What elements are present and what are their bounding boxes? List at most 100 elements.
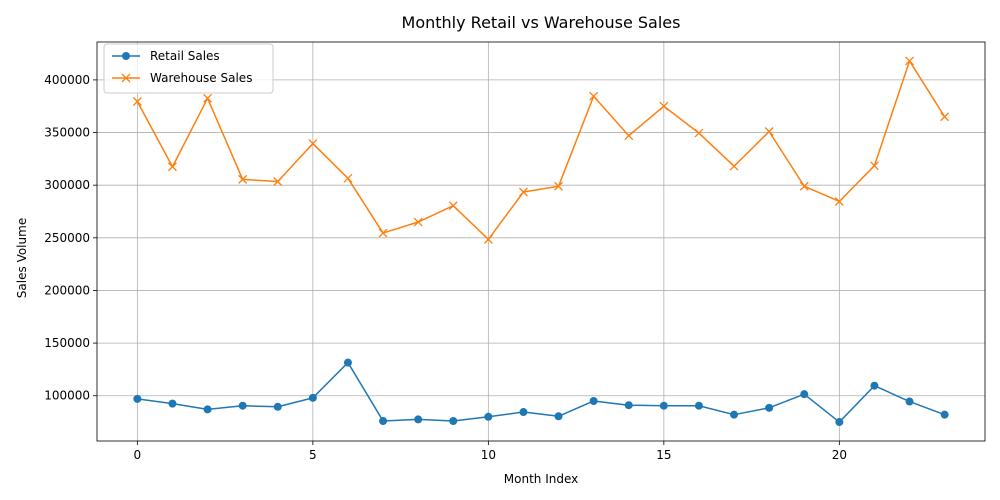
series-1 <box>132 56 950 244</box>
legend-label: Warehouse Sales <box>150 71 252 85</box>
data-point-stroke <box>659 101 669 111</box>
data-point-stroke <box>343 173 353 183</box>
data-point <box>659 401 668 410</box>
y-tick-label: 200000 <box>44 283 90 297</box>
data-point-stroke <box>589 91 599 101</box>
axes: 0 5 10 15 20 100000 150000 200000 250000 300000 35… <box>44 41 986 462</box>
data-point-stroke <box>203 93 213 103</box>
data-point <box>343 173 353 183</box>
data-point <box>133 394 142 403</box>
y-tick-label: 350000 <box>44 126 90 140</box>
data-point <box>694 401 703 410</box>
data-point <box>484 412 493 421</box>
chart-title: Monthly Retail vs Warehouse Sales <box>402 13 681 32</box>
data-point-stroke <box>624 131 634 141</box>
data-point <box>729 161 739 171</box>
data-point <box>905 56 914 66</box>
data-point <box>203 405 212 414</box>
data-point <box>554 181 564 191</box>
x-tick-label: 15 <box>656 448 671 462</box>
data-point <box>905 397 914 406</box>
y-tick-label: 250000 <box>44 231 90 245</box>
data-point <box>940 112 950 122</box>
x-tick-label: 20 <box>832 448 847 462</box>
data-point <box>413 217 423 227</box>
data-point <box>589 91 599 101</box>
series-line <box>136 60 946 241</box>
data-point-stroke <box>238 174 248 184</box>
y-tick-label: 300000 <box>44 178 90 192</box>
data-point-stroke <box>448 201 458 211</box>
data-point <box>449 416 458 425</box>
data-point <box>238 174 248 184</box>
data-point <box>694 128 704 138</box>
data-point-stroke <box>132 97 142 106</box>
data-point-stroke <box>554 181 564 191</box>
data-point-stroke <box>168 162 177 172</box>
data-point <box>940 410 949 419</box>
x-axis-label: Month Index <box>504 472 578 486</box>
data-point <box>869 161 879 171</box>
data-point-stroke <box>764 127 774 136</box>
data-point <box>554 412 563 421</box>
series-line <box>137 361 945 423</box>
data-point <box>799 181 809 191</box>
data-point <box>800 390 809 399</box>
x-tick-label: 10 <box>481 448 496 462</box>
data-point-stroke <box>483 234 493 244</box>
y-tick-label: 400000 <box>44 73 90 87</box>
data-point-stroke <box>799 181 809 191</box>
data-point-stroke <box>694 128 704 138</box>
series-layer <box>132 56 950 427</box>
data-point <box>203 93 213 103</box>
legend: Retail Sales Warehouse Sales <box>103 43 274 94</box>
legend-marker <box>122 52 130 60</box>
data-point-stroke <box>518 187 528 197</box>
data-point <box>870 381 879 390</box>
data-point <box>765 403 774 412</box>
legend-box <box>103 43 274 94</box>
data-point <box>168 162 177 172</box>
data-point <box>308 139 318 149</box>
data-point <box>834 197 844 206</box>
data-point-stroke <box>308 139 318 149</box>
data-point-stroke <box>869 161 879 171</box>
y-axis-label: Sales Volume <box>15 218 29 298</box>
data-point-stroke <box>940 112 950 122</box>
y-tick-label: 150000 <box>44 336 90 350</box>
x-tick-label: 0 <box>134 448 142 462</box>
x-tick-label: 5 <box>309 448 317 462</box>
data-point <box>835 418 844 427</box>
plot-frame <box>96 41 986 442</box>
data-point-stroke <box>905 56 914 66</box>
legend-item-1: Warehouse Sales <box>112 71 252 85</box>
data-point <box>308 393 317 402</box>
data-point <box>483 234 493 244</box>
data-point <box>273 402 282 411</box>
data-point-stroke <box>378 228 388 238</box>
data-point <box>379 416 388 425</box>
data-point <box>132 97 142 106</box>
data-point-stroke <box>729 161 739 171</box>
data-point-stroke <box>834 197 844 206</box>
data-point-stroke <box>273 177 283 186</box>
data-point <box>168 399 177 408</box>
data-point <box>448 201 458 211</box>
data-point-stroke <box>413 217 423 227</box>
data-point <box>273 177 283 186</box>
legend-label: Retail Sales <box>150 49 220 63</box>
data-point <box>343 358 352 367</box>
data-point <box>624 131 634 141</box>
data-point <box>519 408 528 417</box>
data-point <box>414 415 423 424</box>
series-0 <box>133 358 949 427</box>
data-point <box>624 401 633 410</box>
grid <box>97 42 985 441</box>
data-point <box>238 401 247 410</box>
data-point <box>518 187 528 197</box>
y-tick-label: 100000 <box>44 389 90 403</box>
data-point <box>589 396 598 405</box>
data-point <box>659 101 669 111</box>
data-point <box>764 127 774 136</box>
